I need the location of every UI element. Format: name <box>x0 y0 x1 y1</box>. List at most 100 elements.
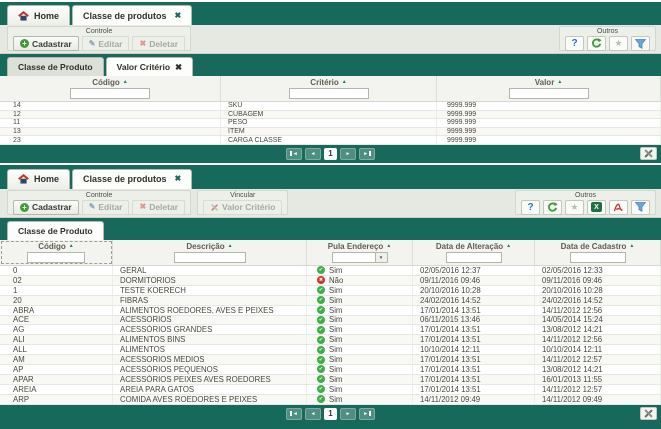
table-row[interactable]: 11 PESO 9999.999 <box>0 119 661 128</box>
tab-home[interactable]: Home <box>7 168 71 189</box>
table-row[interactable]: ALL ALIMENTOS ✔ Sim 10/10/2014 12:11 10/10/20… <box>0 345 661 356</box>
table-cell: 09/11/2016 09:46 <box>413 275 535 285</box>
refresh-button[interactable] <box>587 36 606 51</box>
classe-produto-panel: Home Classe de produtos ✖ Controle + Cad… <box>0 164 661 429</box>
table-row[interactable]: AP ACESSÓRIOS PEQUENOS ✔ Sim 17/01/2014 13:5… <box>0 365 661 375</box>
table-row[interactable]: 0 GERAL ✔ Sim 02/05/2016 12:37 02/05/2016 12:… <box>0 265 661 276</box>
help-button[interactable]: ? <box>521 199 540 215</box>
next-page-button[interactable]: ► <box>340 147 356 160</box>
favorite-button[interactable]: ★ <box>565 199 584 215</box>
subtab-classe-de-produto[interactable]: Classe de Produto <box>7 57 104 76</box>
column-header-data-cadastro[interactable]: Data de Cadastro ▲ <box>535 239 661 265</box>
last-page-icon: ► <box>363 150 369 157</box>
export-pdf-button[interactable] <box>609 199 628 215</box>
prev-page-icon: ◄ <box>310 150 316 157</box>
top-toolbar: Controle + Cadastrar ✎ Editar ✖ Deletar <box>0 25 661 54</box>
codigo-filter-input[interactable] <box>70 88 150 99</box>
table-row[interactable]: 20 FIBRAS ✔ Sim 24/02/2016 14:52 24/02/2016 1… <box>0 295 661 306</box>
last-page-button[interactable]: ► <box>359 147 375 160</box>
table-row[interactable]: AG ACESSÓRIOS GRANDES ✔ Sim 17/01/2014 13:51… <box>0 325 661 336</box>
outros-group: Outros ? ★ X <box>515 189 656 215</box>
deletar-button[interactable]: ✖ Deletar <box>132 199 186 215</box>
descricao-filter-input[interactable] <box>173 251 246 263</box>
table-cell: ALIMENTOS ROEDORES, AVES E PEIXES <box>113 305 307 315</box>
table-cell: 9999.999 <box>437 127 661 136</box>
prev-page-button[interactable]: ◄ <box>305 147 321 160</box>
filter-button[interactable] <box>631 36 650 51</box>
plus-icon: + <box>20 202 29 212</box>
criterio-filter-input[interactable] <box>288 88 369 99</box>
table-row[interactable]: 14 SKU 9999.999 <box>0 102 661 111</box>
codigo-filter-input[interactable] <box>27 251 85 263</box>
subtab-valor-criterio[interactable]: Valor Critério ✖ <box>105 57 194 76</box>
cadastrar-button[interactable]: + Cadastrar <box>13 36 79 51</box>
table-row[interactable]: 02 DORMITORIOS ✖ Não 09/11/2016 09:46 09/11/2… <box>0 275 661 286</box>
column-header-pula-endereco[interactable]: Pula Endereço ▲ ▼ <box>307 239 413 265</box>
refresh-button[interactable] <box>543 199 562 215</box>
column-header-criterio[interactable]: Critério ▲ <box>221 76 437 101</box>
last-page-button[interactable]: ► <box>359 407 375 420</box>
subtab-label: Classe de Produto <box>18 62 93 72</box>
table-row[interactable]: ACE ACESSÓRIOS ✔ Sim 06/11/2015 13:46 14/05/2… <box>0 315 661 326</box>
table-row[interactable]: 1 TESTE KOERECH ✔ Sim 20/10/2016 10:28 20/10/… <box>0 285 661 296</box>
first-page-button[interactable]: ◄ <box>286 407 302 420</box>
table-row[interactable]: AM ACESSORIOS MEDIOS ✔ Sim 17/01/2014 13:51 1… <box>0 355 661 366</box>
grid-tools-button[interactable] <box>640 146 657 160</box>
delete-x-icon: ✖ <box>139 38 147 48</box>
column-header-valor[interactable]: Valor ▲ <box>437 76 661 101</box>
button-label: Editar <box>98 202 123 213</box>
column-header-data-alteracao[interactable]: Data de Alteração ▲ <box>413 239 535 265</box>
status-check-icon: ✔ <box>317 335 325 344</box>
close-tab-icon[interactable]: ✖ <box>174 10 182 20</box>
current-page[interactable]: 1 <box>324 147 337 160</box>
table-row[interactable]: APAR ACESSÓRIOS PEIXES AVES ROEDORES ✔ Sim 1… <box>0 374 661 385</box>
tab-classe-de-produtos[interactable]: Classe de produtos ✖ <box>72 5 193 25</box>
tab-classe-de-produtos[interactable]: Classe de produtos ✖ <box>72 168 193 189</box>
data-alteracao-filter-input[interactable] <box>445 251 502 263</box>
column-header-descricao[interactable]: Descrição ▲ <box>113 239 307 265</box>
valor-criterio-button[interactable]: Valor Critério <box>203 199 283 215</box>
next-page-button[interactable]: ► <box>340 407 356 420</box>
editar-button[interactable]: ✎ Editar <box>81 36 130 51</box>
grid-tools-button[interactable] <box>640 406 657 420</box>
column-header-codigo[interactable]: Código ▲ <box>0 239 113 265</box>
table-row[interactable]: ABRA ALIMENTOS ROEDORES, AVES E PEIXES ✔ Si… <box>0 305 661 316</box>
table-cell: 10/10/2014 12:11 <box>535 345 661 355</box>
pula-endereco-filter-select[interactable]: ▼ <box>331 251 388 263</box>
help-button[interactable]: ? <box>565 36 584 51</box>
column-header-codigo[interactable]: Código ▲ <box>0 76 221 101</box>
column-label: Data de Alteração <box>435 241 504 251</box>
close-subtab-icon[interactable]: ✖ <box>175 61 183 72</box>
deletar-button[interactable]: ✖ Deletar <box>132 36 186 51</box>
table-cell: 02 <box>0 275 113 285</box>
export-excel-button[interactable]: X <box>587 199 606 215</box>
table-cell: 1 <box>0 285 113 295</box>
valor-filter-input[interactable] <box>508 88 589 99</box>
table-row[interactable]: 13 ITEM 9999.999 <box>0 127 661 137</box>
table-cell: 14/11/2012 12:56 <box>535 335 661 345</box>
tab-home[interactable]: Home <box>7 5 71 25</box>
cadastrar-button[interactable]: + Cadastrar <box>13 199 79 215</box>
pula-endereco-value: Sim <box>329 345 343 355</box>
subtab-classe-de-produto[interactable]: Classe de Produto <box>7 220 104 240</box>
tab-label: Classe de produtos <box>83 10 167 21</box>
current-page[interactable]: 1 <box>324 407 337 420</box>
table-cell: 9999.999 <box>437 136 661 144</box>
table-row[interactable]: 12 CUBAGEM 9999.999 <box>0 110 661 120</box>
table-cell: ✔ Sim <box>307 384 413 394</box>
table-row[interactable]: ARP COMIDA AVES ROEDORES E PEIXES ✔ Sim 14/1… <box>0 394 661 405</box>
table-row[interactable]: AREIA AREIA PARA GATOS ✔ Sim 17/01/2014 13:5… <box>0 384 661 395</box>
table-cell: ITEM <box>221 127 437 136</box>
data-cadastro-filter-input[interactable] <box>569 251 626 263</box>
favorite-button[interactable]: ★ <box>609 36 628 51</box>
table-row[interactable]: 23 CARGA CLASSE 9999.999 <box>0 136 661 145</box>
prev-page-button[interactable]: ◄ <box>305 407 321 420</box>
close-tab-icon[interactable]: ✖ <box>174 174 182 184</box>
editar-button[interactable]: ✎ Editar <box>81 199 130 215</box>
first-page-button[interactable]: ◄ <box>286 147 302 160</box>
dropdown-arrow-icon: ▼ <box>374 252 387 262</box>
filter-button[interactable] <box>631 199 650 215</box>
table-cell: SKU <box>221 102 437 110</box>
table-cell: 20/10/2016 10:28 <box>413 285 535 295</box>
table-row[interactable]: ALI ALIMENTOS BINS ✔ Sim 17/01/2014 13:51 14/… <box>0 335 661 346</box>
